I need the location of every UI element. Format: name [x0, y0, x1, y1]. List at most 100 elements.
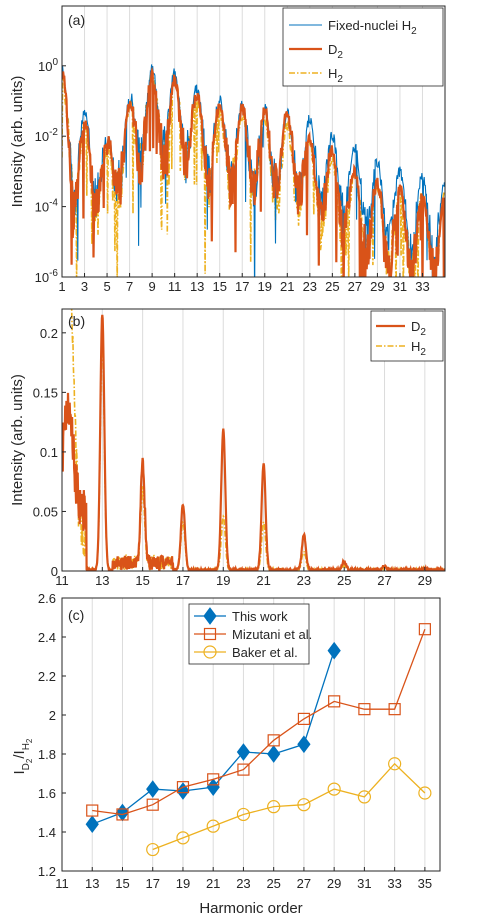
panel-c: 11 13 15 17 19 21 23 25 27 29 31 33 35 1.2 1.4 1.6 1.8 2 2… [11, 591, 441, 917]
x-tick-label: 23 [297, 573, 311, 588]
x-tick-label: 15 [135, 573, 149, 588]
x-tick-label: 23 [303, 279, 317, 294]
panel-label: (c) [68, 607, 84, 623]
y-tick-label: 0.1 [40, 445, 58, 460]
series-d2-line [62, 314, 445, 571]
y-label-part: D [21, 763, 32, 770]
y-tick-label: 10-4 [35, 198, 59, 215]
x-tick-label: 35 [418, 876, 432, 891]
y-label-part: H [21, 743, 32, 750]
y-label-part: I [11, 770, 28, 774]
y-tick-label: 2.2 [38, 669, 56, 684]
legend-marker [203, 627, 217, 641]
x-tick-label: 15 [115, 876, 129, 891]
data-point [327, 782, 341, 796]
data-point [388, 757, 402, 771]
data-point [357, 790, 371, 804]
y-tick-label: 10-2 [35, 127, 59, 144]
x-tick-label: 27 [377, 573, 391, 588]
y-tick-label: 0 [51, 564, 58, 579]
y-axis-label: Intensity (arb. units) [9, 76, 26, 208]
data-point [176, 782, 190, 800]
plot-area-b [62, 309, 445, 571]
y-label-part: 2 [25, 758, 34, 763]
x-tick-label: 17 [176, 573, 190, 588]
y-tick-label: 0.05 [33, 504, 58, 519]
y-tick-label: 1.4 [38, 825, 56, 840]
y-tick-label: 2 [49, 708, 56, 723]
x-tick-label: 23 [236, 876, 250, 891]
x-tick-label: 33 [387, 876, 401, 891]
data-point [267, 734, 280, 747]
y-tick-label: 100 [38, 57, 58, 74]
x-tick-label: 21 [256, 573, 270, 588]
panel-label: (b) [68, 313, 85, 329]
y-tick-label: 10-6 [35, 268, 59, 285]
data-point [146, 798, 159, 811]
subscript: 2 [411, 26, 417, 37]
x-tick-label: 17 [145, 876, 159, 891]
x-tick-label: 29 [327, 876, 341, 891]
x-tick-label: 9 [149, 279, 156, 294]
data-point [206, 819, 220, 833]
panel-a: 1 3 5 7 9 11 13 15 17 19 21 23 25 27 29 31 3310-610-410-… [9, 5, 446, 294]
x-tick-label: 3 [81, 279, 88, 294]
data-point [176, 831, 190, 845]
legend-label: D2 [328, 42, 343, 61]
legend-label: Baker et al. [232, 645, 298, 660]
x-tick-label: 15 [212, 279, 226, 294]
x-tick-label: 29 [418, 573, 432, 588]
data-point [146, 842, 160, 857]
data-point [418, 786, 432, 800]
x-tick-label: 21 [280, 279, 294, 294]
text-part: H [411, 339, 420, 354]
panel-label: (a) [68, 12, 85, 28]
data-point [85, 815, 99, 834]
legend-label: H2 [328, 66, 343, 85]
legend-box [370, 310, 444, 362]
x-tick-label: 11 [55, 876, 69, 891]
x-tick-label: 31 [393, 279, 407, 294]
x-tick-label: 11 [168, 279, 182, 294]
data-point [237, 763, 250, 776]
panel-b: 11 13 15 17 19 21 23 25 27 29 0 0.05 0.1 0.15 0.2 Inten… [9, 308, 446, 588]
data-point [327, 641, 341, 660]
axes-box-b [61, 308, 446, 572]
y-axis-label: ID2/IH2 [11, 738, 34, 774]
x-tick-label: 13 [190, 279, 204, 294]
data-point [418, 623, 431, 636]
x-tick-label: 13 [85, 876, 99, 891]
tick-exponent: 0 [52, 57, 58, 68]
axes-box-c [61, 597, 441, 872]
y-tick-label: 2.6 [38, 591, 56, 606]
tick-exponent: -6 [49, 268, 58, 279]
x-tick-label: 25 [266, 876, 280, 891]
series-d2-line [62, 66, 445, 277]
y-tick-label: 2.4 [38, 630, 56, 645]
y-label-part: 2 [25, 738, 34, 743]
subscript: 2 [420, 347, 426, 358]
legend-marker [203, 645, 217, 659]
x-tick-label: 1 [58, 279, 65, 294]
data-point [146, 780, 160, 798]
text-part: D [411, 319, 420, 334]
tick-exponent: -2 [49, 127, 58, 138]
x-tick-label: 33 [415, 279, 429, 294]
x-tick-label: 7 [126, 279, 133, 294]
legend-label: D2 [411, 319, 426, 338]
y-tick-label: 0.15 [33, 385, 58, 400]
subscript: 2 [337, 50, 343, 61]
x-tick-label: 19 [176, 876, 190, 891]
legend-label: Fixed-nuclei H2 [328, 18, 417, 37]
legend-label: This work [232, 609, 288, 624]
x-tick-label: 13 [95, 573, 109, 588]
text-part: Fixed-nuclei H [328, 18, 411, 33]
axes-box-a [61, 5, 446, 278]
data-point [297, 798, 311, 812]
data-point [328, 695, 341, 708]
legend-c: This work Mizutani et al. Baker et al. [188, 603, 312, 665]
series-h2-line [152, 762, 426, 851]
